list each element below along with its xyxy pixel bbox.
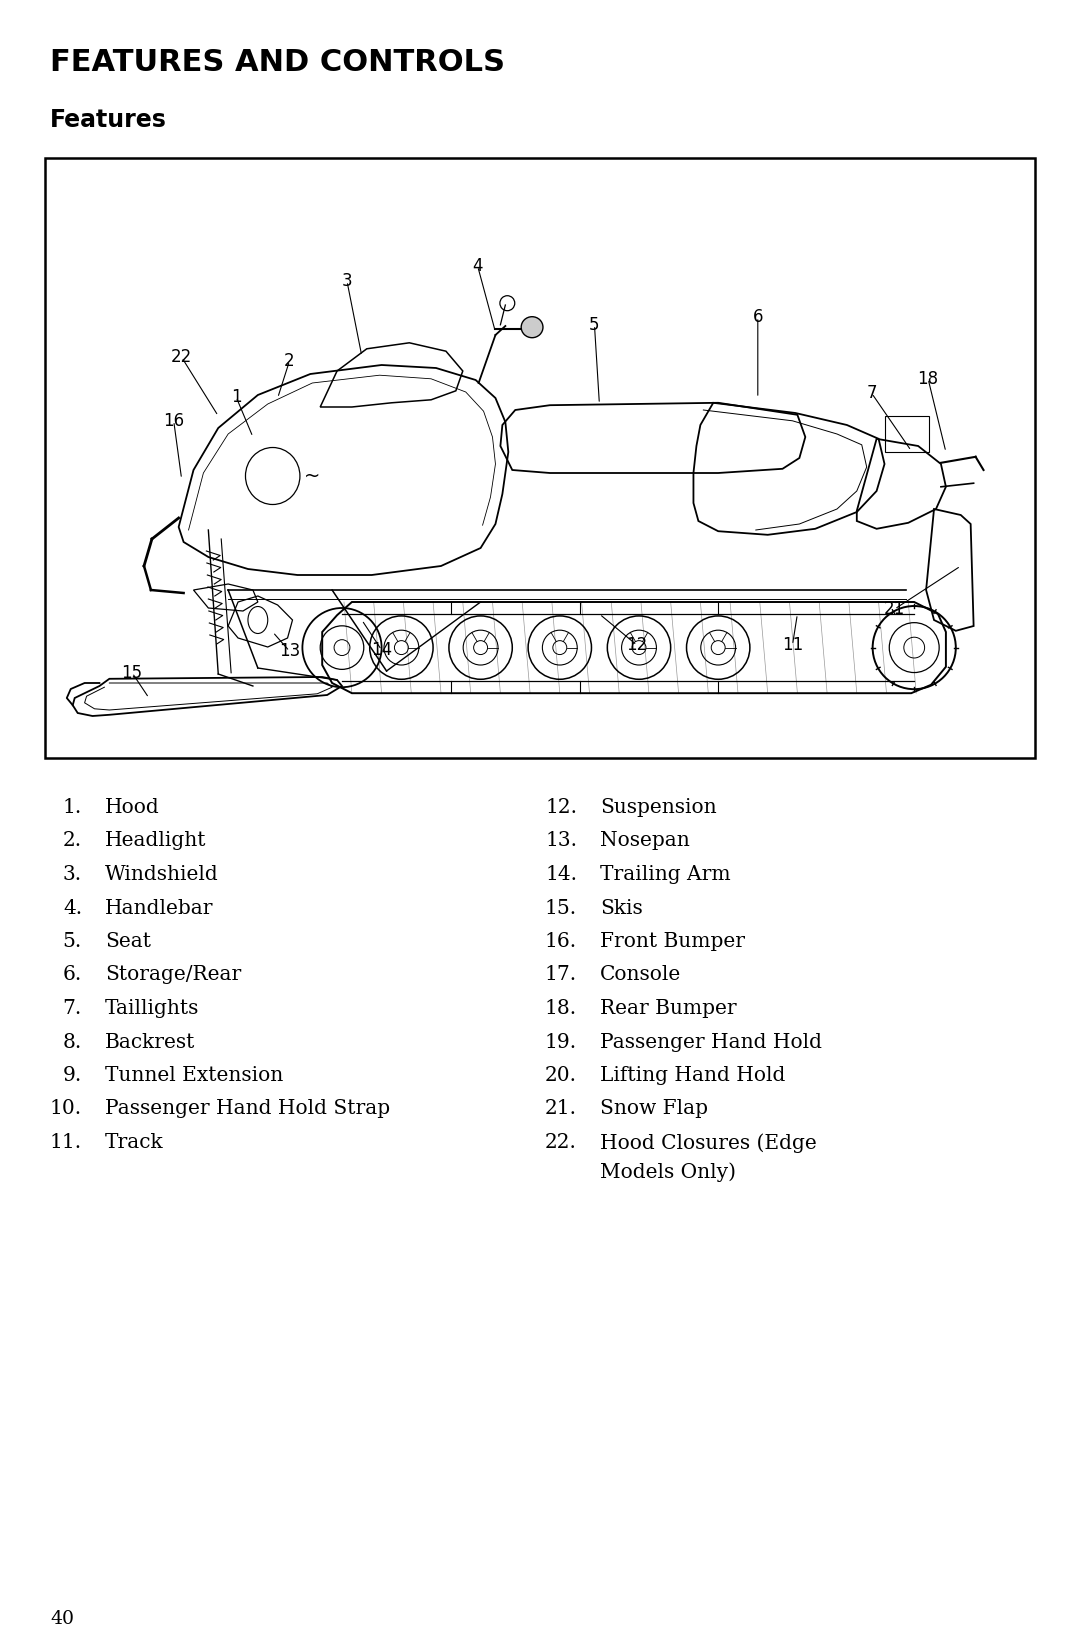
Text: Track: Track: [105, 1133, 164, 1152]
Text: 7: 7: [866, 385, 877, 401]
Text: 22.: 22.: [545, 1133, 577, 1152]
Text: 10.: 10.: [50, 1099, 82, 1119]
Bar: [45, 158, 1035, 758]
Text: Console: Console: [600, 966, 681, 984]
Text: Snow Flap: Snow Flap: [600, 1099, 708, 1119]
Text: 15.: 15.: [545, 898, 577, 918]
Text: 2.: 2.: [63, 831, 82, 850]
Text: 16: 16: [163, 411, 185, 429]
Text: 11: 11: [782, 637, 804, 655]
Text: 13: 13: [279, 642, 300, 660]
Text: Lifting Hand Hold: Lifting Hand Hold: [600, 1066, 785, 1086]
Text: Handlebar: Handlebar: [105, 898, 214, 918]
Text: Headlight: Headlight: [105, 831, 206, 850]
Text: 14.: 14.: [545, 865, 577, 883]
Text: Backrest: Backrest: [105, 1033, 195, 1051]
Ellipse shape: [522, 317, 543, 337]
Text: Features: Features: [50, 109, 167, 132]
Text: Hood: Hood: [105, 798, 160, 818]
Text: Nosepan: Nosepan: [600, 831, 690, 850]
Text: Front Bumper: Front Bumper: [600, 933, 745, 951]
Text: Tunnel Extension: Tunnel Extension: [105, 1066, 283, 1086]
Bar: [885, 416, 929, 452]
Text: 3.: 3.: [63, 865, 82, 883]
Text: 5.: 5.: [63, 933, 82, 951]
Text: 9.: 9.: [63, 1066, 82, 1086]
Text: 4.: 4.: [63, 898, 82, 918]
Text: Trailing Arm: Trailing Arm: [600, 865, 731, 883]
Text: 12.: 12.: [545, 798, 577, 818]
Text: Passenger Hand Hold: Passenger Hand Hold: [600, 1033, 822, 1051]
Text: Hood Closures (Edge: Hood Closures (Edge: [600, 1133, 816, 1153]
Text: 18.: 18.: [545, 999, 577, 1018]
Text: 5: 5: [590, 316, 599, 334]
Text: 6.: 6.: [63, 966, 82, 984]
Text: 13.: 13.: [545, 831, 577, 850]
Text: 3: 3: [341, 271, 352, 290]
Text: Skis: Skis: [600, 898, 643, 918]
Text: 4: 4: [472, 257, 483, 275]
Text: Passenger Hand Hold Strap: Passenger Hand Hold Strap: [105, 1099, 390, 1119]
Text: 21: 21: [883, 600, 905, 619]
Text: 11.: 11.: [50, 1133, 82, 1152]
Text: 8.: 8.: [63, 1033, 82, 1051]
Text: 14: 14: [372, 642, 392, 660]
Text: Storage/Rear: Storage/Rear: [105, 966, 241, 984]
Text: 19.: 19.: [545, 1033, 577, 1051]
Text: 16.: 16.: [545, 933, 577, 951]
Text: 7.: 7.: [63, 999, 82, 1018]
Text: Models Only): Models Only): [600, 1163, 735, 1183]
Text: Rear Bumper: Rear Bumper: [600, 999, 737, 1018]
Text: 6: 6: [753, 308, 764, 326]
Text: 17.: 17.: [545, 966, 577, 984]
Text: 40: 40: [50, 1610, 75, 1629]
Text: FEATURES AND CONTROLS: FEATURES AND CONTROLS: [50, 48, 505, 77]
Text: Seat: Seat: [105, 933, 151, 951]
Text: 1: 1: [231, 388, 242, 406]
Text: Taillights: Taillights: [105, 999, 200, 1018]
Text: ~: ~: [305, 467, 321, 485]
Text: 18: 18: [918, 370, 939, 388]
Text: 12: 12: [626, 637, 648, 655]
Text: 15: 15: [122, 665, 143, 681]
Text: 22: 22: [171, 349, 192, 367]
Text: 1.: 1.: [63, 798, 82, 818]
Text: Windshield: Windshield: [105, 865, 219, 883]
Text: 2: 2: [284, 352, 295, 370]
Text: 21.: 21.: [545, 1099, 577, 1119]
Text: Suspension: Suspension: [600, 798, 717, 818]
Text: 20.: 20.: [545, 1066, 577, 1086]
